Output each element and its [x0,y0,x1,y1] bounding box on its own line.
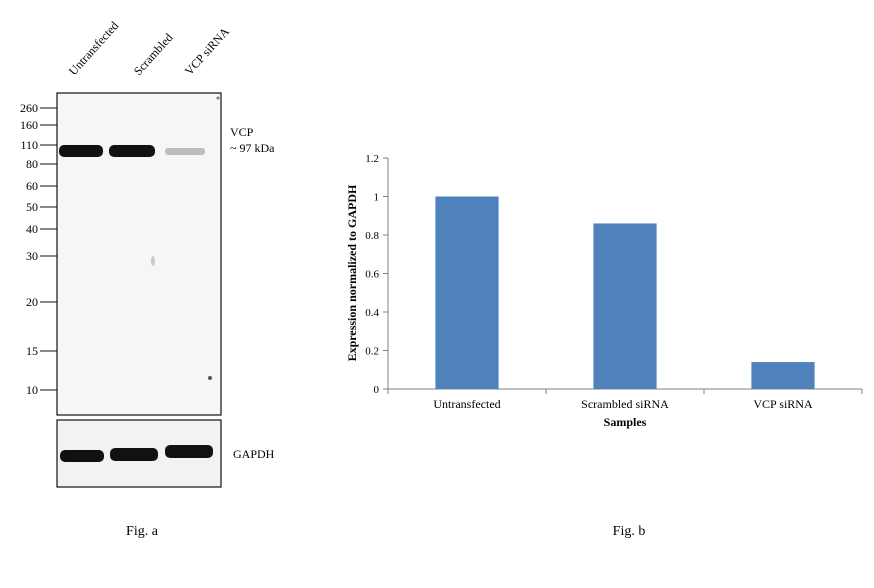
x-tick-label: Untransfected [433,397,500,411]
lane-label-scrambled: Scrambled [131,30,176,78]
gapdh-band-scrambled [110,448,158,461]
x-axis-labels: Untransfected Scrambled siRNA VCP siRNA [433,397,813,411]
marker-ladder: 260 160 110 80 60 50 40 30 20 15 10 [20,101,57,397]
marker-label-20: 20 [26,295,38,309]
blot-artifact [151,256,155,266]
marker-label-50: 50 [26,200,38,214]
bar-vcp-sirna [751,362,815,389]
western-blot-figure: Untransfected Scrambled VCP siRNA 260 1 [20,19,275,539]
marker-label-10: 10 [26,383,38,397]
target-label-size: ~ 97 kDa [230,141,275,155]
x-axis-ticks [387,389,863,394]
y-tick-label: 0.8 [365,230,379,242]
bar-scrambled-sirna [593,223,657,389]
figure-a-caption: Fig. a [126,524,159,539]
bar-series [435,196,815,389]
y-tick-label: 1 [374,192,380,204]
vcp-band-scrambled [109,145,155,157]
x-tick-label: VCP siRNA [753,397,813,411]
lane-label-vcp-sirna: VCP siRNA [182,24,232,78]
marker-label-110: 110 [20,138,38,152]
marker-label-30: 30 [26,249,38,263]
y-tick-label: 0.4 [365,307,379,319]
blot-artifact [216,96,220,100]
marker-label-260: 260 [20,101,38,115]
vcp-band-untransfected [59,145,103,157]
marker-label-60: 60 [26,179,38,193]
vcp-band-vcp-sirna [165,148,205,155]
gapdh-band-vcp-sirna [165,445,213,458]
marker-label-160: 160 [20,118,38,132]
y-tick-label: 1.2 [365,153,379,165]
x-axis-title: Samples [604,415,647,429]
y-tick-label: 0.2 [365,346,379,358]
vcp-blot-panel [56,92,222,416]
y-tick-label: 0.6 [365,269,379,281]
loading-control-label: GAPDH [233,447,275,461]
marker-label-15: 15 [26,344,38,358]
lane-label-untransfected: Untransfected [66,19,121,78]
y-axis-title: Expression normalized to GAPDH [345,184,359,361]
x-tick-label: Scrambled siRNA [581,397,669,411]
blot-artifact [208,376,212,380]
figure-b-caption: Fig. b [613,524,646,539]
marker-label-40: 40 [26,222,38,236]
target-label-vcp: VCP [230,125,254,139]
bar-chart: Expression normalized to GAPDH 0 0.2 0.4 0.… [345,153,863,429]
bar-untransfected [435,196,499,389]
marker-label-80: 80 [26,157,38,171]
gapdh-band-untransfected [60,450,104,462]
y-tick-label: 0 [374,384,380,396]
y-axis-ticks: 0 0.2 0.4 0.6 0.8 1 1.2 [365,153,388,396]
